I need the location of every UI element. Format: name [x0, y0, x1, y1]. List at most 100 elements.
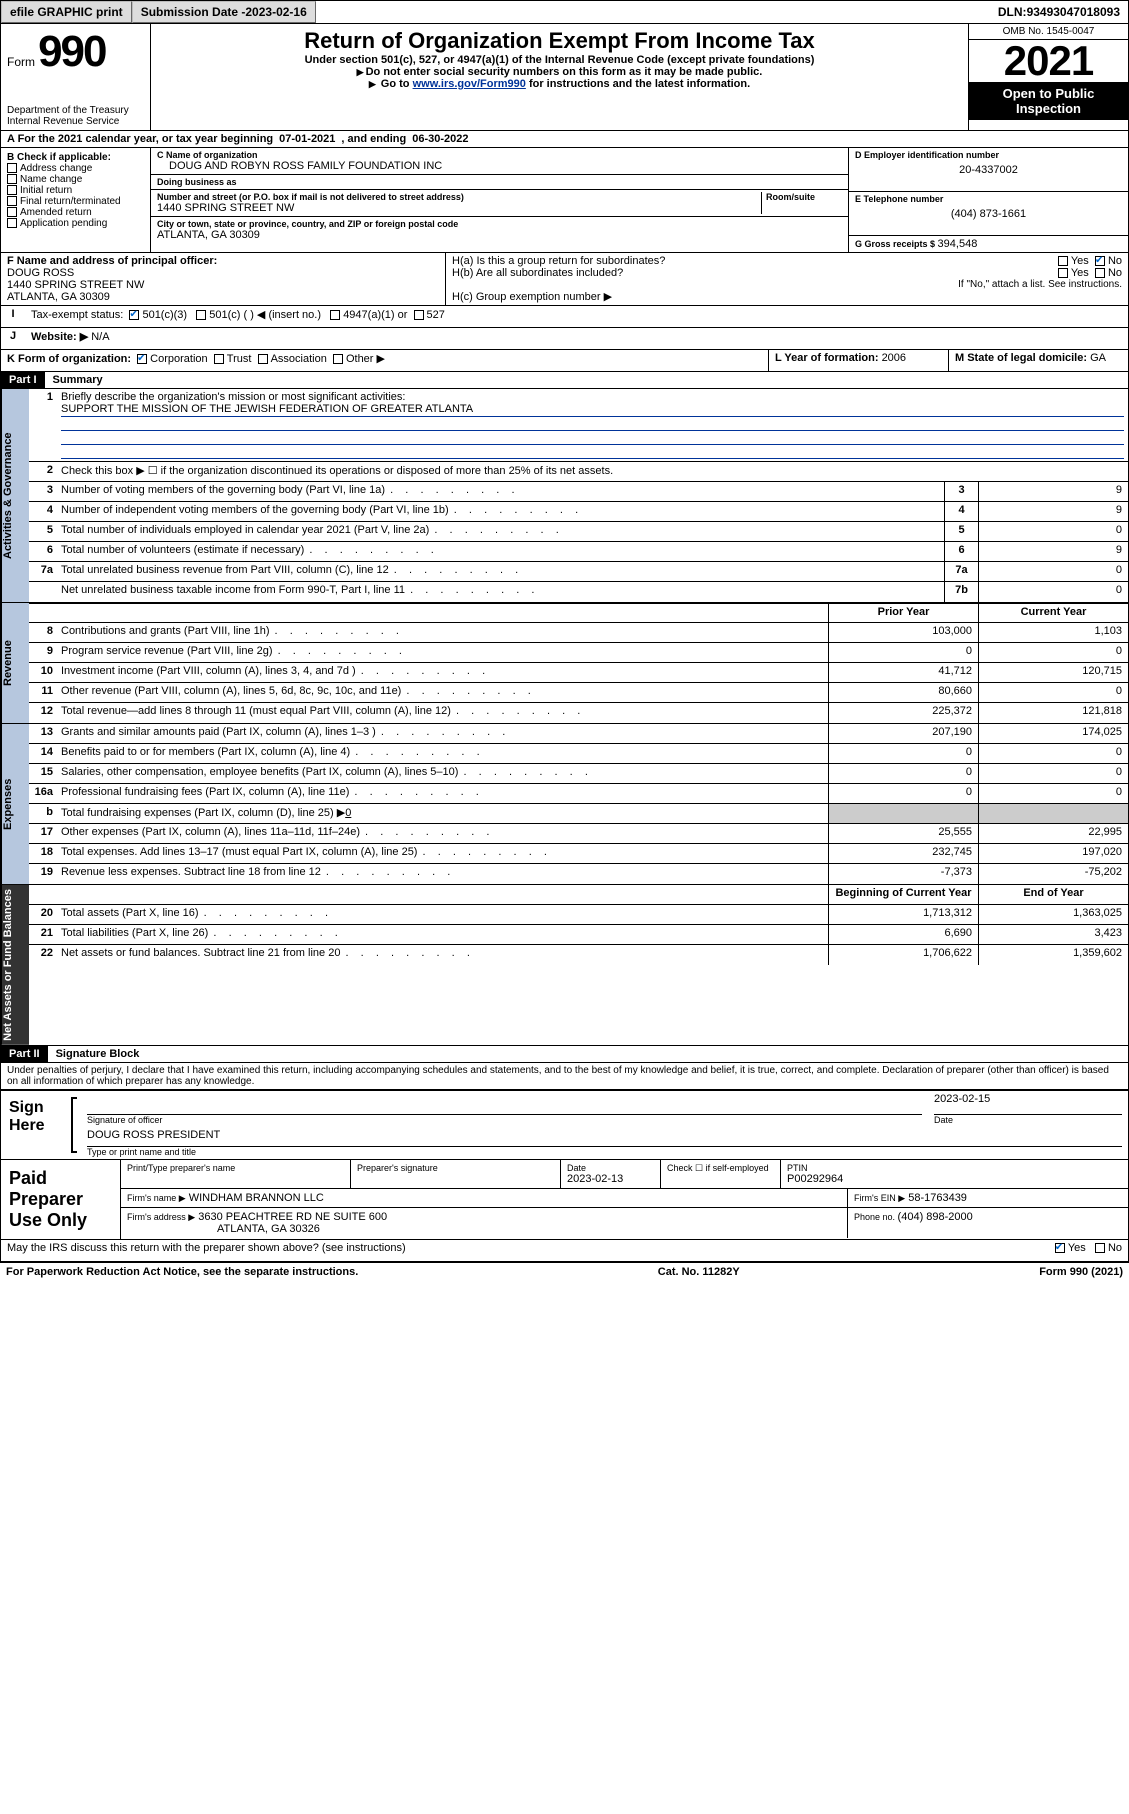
i-527-checkbox[interactable] — [414, 310, 424, 320]
ha-yes-checkbox[interactable] — [1058, 256, 1068, 266]
form-header: Form 990 Department of the Treasury Inte… — [0, 24, 1129, 131]
b-item-4: Amended return — [20, 207, 92, 218]
summary-row-7b: Net unrelated business taxable income fr… — [29, 582, 1128, 602]
checkbox-address-change[interactable] — [7, 163, 17, 173]
checkbox-initial-return[interactable] — [7, 185, 17, 195]
summary-row-3: 3Number of voting members of the governi… — [29, 482, 1128, 502]
row-19: 19Revenue less expenses. Subtract line 1… — [29, 864, 1128, 884]
j-row: J Website: ▶ N/A — [0, 328, 1129, 350]
k-corp-checkbox[interactable] — [137, 354, 147, 364]
b-item-5: Application pending — [20, 218, 107, 229]
ptin-label: PTIN — [787, 1163, 1122, 1173]
row-14: 14Benefits paid to or for members (Part … — [29, 744, 1128, 764]
ha-no: No — [1108, 255, 1122, 267]
dba-label: Doing business as — [157, 177, 842, 187]
checkbox-application-pending[interactable] — [7, 218, 17, 228]
row-20: 20Total assets (Part X, line 16)1,713,31… — [29, 905, 1128, 925]
badge-line2: Inspection — [971, 101, 1126, 116]
k-other: Other ▶ — [346, 353, 385, 365]
submission-date-value: 2023-02-16 — [245, 5, 306, 19]
ha-no-checkbox[interactable] — [1095, 256, 1105, 266]
website-value: N/A — [91, 331, 109, 343]
signature-block: Sign Here Signature of officer 2023-02-1… — [0, 1089, 1129, 1160]
a-mid: , and ending — [341, 133, 406, 145]
tab-balances: Net Assets or Fund Balances — [1, 885, 29, 1045]
checkbox-final-return[interactable] — [7, 196, 17, 206]
row-18: 18Total expenses. Add lines 13–17 (must … — [29, 844, 1128, 864]
ptin-value: P00292964 — [787, 1173, 1122, 1185]
f-h-row: F Name and address of principal officer:… — [0, 253, 1129, 306]
i-501c3-checkbox[interactable] — [129, 310, 139, 320]
prep-date-label: Date — [567, 1163, 654, 1173]
i-4947: 4947(a)(1) or — [343, 309, 407, 321]
firm-name: WINDHAM BRANNON LLC — [189, 1192, 324, 1204]
row-17: 17Other expenses (Part IX, column (A), l… — [29, 824, 1128, 844]
ein-value: 20-4337002 — [855, 160, 1122, 176]
f-label: F Name and address of principal officer: — [7, 255, 439, 267]
row-12: 12Total revenue—add lines 8 through 11 (… — [29, 703, 1128, 723]
h-note: If "No," attach a list. See instructions… — [452, 279, 1122, 290]
sig-date: 2023-02-15 — [934, 1093, 1122, 1115]
footer-right: Form 990 (2021) — [1039, 1266, 1123, 1278]
period-end: 06-30-2022 — [412, 133, 468, 145]
row-13: 13Grants and similar amounts paid (Part … — [29, 724, 1128, 744]
submission-date-label: Submission Date - — [141, 5, 246, 19]
dln-label: DLN: — [998, 5, 1027, 19]
state-domicile: GA — [1090, 352, 1106, 364]
city-label: City or town, state or province, country… — [157, 219, 842, 229]
firm-phone: (404) 898-2000 — [898, 1211, 973, 1223]
col-begin-year: Beginning of Current Year — [828, 885, 978, 904]
i-row: I Tax-exempt status: 501(c)(3) 501(c) ( … — [0, 306, 1129, 328]
public-inspection-badge: Open to Public Inspection — [969, 82, 1128, 120]
city-value: ATLANTA, GA 30309 — [157, 229, 842, 241]
discuss-no-checkbox[interactable] — [1095, 1243, 1105, 1253]
discuss-yes: Yes — [1068, 1242, 1086, 1254]
officer-printed-name: DOUG ROSS PRESIDENT — [87, 1129, 1122, 1147]
row-16a: 16aProfessional fundraising fees (Part I… — [29, 784, 1128, 804]
irs-link[interactable]: www.irs.gov/Form990 — [413, 78, 526, 90]
hb-no-checkbox[interactable] — [1095, 268, 1105, 278]
b-item-1: Name change — [20, 174, 82, 185]
paid-preparer-block: Paid Preparer Use Only Print/Type prepar… — [0, 1160, 1129, 1240]
checkbox-name-change[interactable] — [7, 174, 17, 184]
hb-no: No — [1108, 267, 1122, 279]
row-b: bTotal fundraising expenses (Part IX, co… — [29, 804, 1128, 824]
efile-print-button[interactable]: efile GRAPHIC print — [1, 1, 132, 23]
checkbox-amended-return[interactable] — [7, 207, 17, 217]
k-trust: Trust — [227, 353, 252, 365]
prep-sig-label: Preparer's signature — [357, 1163, 554, 1173]
street-label: Number and street (or P.O. box if mail i… — [157, 192, 757, 202]
j-label: Website: ▶ — [31, 331, 88, 343]
mission-blank-2 — [61, 431, 1124, 445]
part-2-title: Signature Block — [48, 1046, 148, 1062]
form-number: 990 — [38, 27, 105, 76]
firm-phone-label: Phone no. — [854, 1212, 898, 1222]
submission-date-button[interactable]: Submission Date - 2023-02-16 — [132, 1, 316, 23]
activities-governance-block: Activities & Governance 1 Briefly descri… — [0, 389, 1129, 603]
part-1-title: Summary — [45, 372, 111, 388]
k-other-checkbox[interactable] — [333, 354, 343, 364]
mission-text: SUPPORT THE MISSION OF THE JEWISH FEDERA… — [61, 403, 1124, 417]
i-501c-checkbox[interactable] — [196, 310, 206, 320]
k-trust-checkbox[interactable] — [214, 354, 224, 364]
section-h: H(a) Is this a group return for subordin… — [446, 253, 1128, 305]
i-527: 527 — [427, 309, 445, 321]
b-header: B Check if applicable: — [7, 152, 144, 163]
b-item-0: Address change — [20, 163, 92, 174]
row-10: 10Investment income (Part VIII, column (… — [29, 663, 1128, 683]
discuss-yes-checkbox[interactable] — [1055, 1243, 1065, 1253]
ein-label: D Employer identification number — [855, 150, 1122, 160]
top-bar: efile GRAPHIC print Submission Date - 20… — [0, 0, 1129, 24]
line1-label: Briefly describe the organization's miss… — [61, 391, 1124, 403]
revenue-block: Revenue Prior Year Current Year 8Contrib… — [0, 603, 1129, 724]
firm-addr-label: Firm's address ▶ — [127, 1212, 195, 1222]
k-assoc-checkbox[interactable] — [258, 354, 268, 364]
officer-street: 1440 SPRING STREET NW — [7, 279, 439, 291]
prep-name-label: Print/Type preparer's name — [127, 1163, 344, 1173]
header-grid: B Check if applicable: Address change Na… — [0, 148, 1129, 253]
part-1-tag: Part I — [1, 372, 45, 388]
m-label: M State of legal domicile: — [955, 352, 1090, 364]
hb-yes-checkbox[interactable] — [1058, 268, 1068, 278]
i-4947-checkbox[interactable] — [330, 310, 340, 320]
col-current-year: Current Year — [978, 604, 1128, 622]
